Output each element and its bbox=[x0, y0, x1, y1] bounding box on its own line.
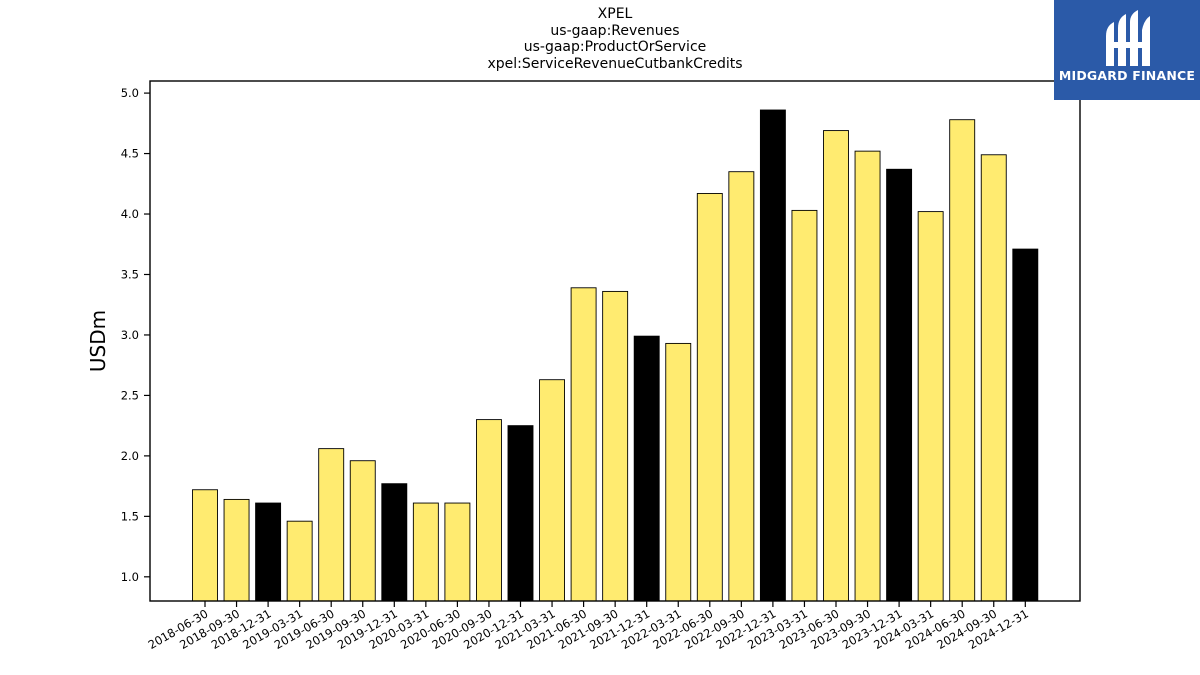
y-tick-label: 1.0 bbox=[121, 570, 139, 584]
bar-2024-12-31 bbox=[1012, 248, 1039, 602]
bar-2023-12-31 bbox=[886, 168, 913, 602]
midgard-finance-logo: MIDGARD FINANCE bbox=[1054, 0, 1200, 100]
bar-2019-09-30 bbox=[349, 460, 376, 602]
logo-text: MIDGARD FINANCE bbox=[1058, 68, 1196, 83]
title-line-axis: us-gaap:ProductOrService bbox=[523, 39, 707, 55]
midgard-logo-icon bbox=[1106, 10, 1150, 66]
bar-2020-03-31 bbox=[412, 502, 439, 602]
bar-2023-09-30 bbox=[854, 150, 881, 602]
y-axis: 1.0 1.5 2.0 2.5 3.0 3.5 4.0 4.5 5.0 bbox=[121, 86, 150, 584]
bar-2023-06-30 bbox=[823, 130, 849, 602]
bar-2021-06-30 bbox=[570, 287, 597, 602]
bar-2020-06-30 bbox=[444, 502, 471, 602]
y-tick-label: 3.0 bbox=[121, 328, 139, 342]
y-tick-label: 4.5 bbox=[121, 147, 139, 161]
bar-2018-06-30 bbox=[192, 489, 218, 602]
bar-2021-09-30 bbox=[602, 290, 629, 602]
bar-2022-03-31 bbox=[665, 342, 692, 602]
bar-2024-06-30 bbox=[949, 119, 976, 602]
bar-2022-09-30 bbox=[728, 171, 755, 602]
title-line-member: xpel:ServiceRevenueCutbankCredits bbox=[487, 55, 743, 72]
chart-title: XPEL us-gaap:Revenues us-gaap:ProductOrS… bbox=[150, 6, 1080, 72]
bar-2019-12-31 bbox=[381, 483, 408, 602]
bar-2021-03-31 bbox=[539, 379, 565, 602]
bar-2023-03-31 bbox=[791, 209, 818, 602]
y-tick-label: 2.5 bbox=[121, 388, 139, 402]
y-tick-label: 5.0 bbox=[121, 86, 139, 100]
y-tick-label: 1.5 bbox=[121, 509, 139, 523]
bar-2024-09-30 bbox=[980, 154, 1007, 602]
bar-2019-03-31 bbox=[286, 520, 313, 602]
title-line-concept: us-gaap:Revenues bbox=[550, 22, 680, 39]
bar-2022-06-30 bbox=[696, 193, 723, 602]
bar-2024-03-31 bbox=[917, 211, 944, 602]
bar-2021-12-31 bbox=[633, 335, 660, 602]
bars-group bbox=[192, 109, 1039, 602]
bar-2018-09-30 bbox=[223, 498, 250, 602]
bar-2020-12-31 bbox=[507, 425, 534, 602]
bar-2022-12-31 bbox=[759, 109, 786, 602]
title-line-company: XPEL bbox=[597, 6, 633, 22]
y-tick-label: 3.5 bbox=[121, 267, 139, 281]
y-axis-label: USDm bbox=[86, 310, 110, 372]
y-tick-label: 4.0 bbox=[121, 207, 139, 221]
bar-2018-12-31 bbox=[255, 502, 282, 602]
bar-2019-06-30 bbox=[318, 448, 345, 602]
bar-2020-09-30 bbox=[476, 419, 502, 602]
x-axis: 2018-06-302018-09-302018-12-312019-03-31… bbox=[146, 601, 1031, 652]
y-tick-label: 2.0 bbox=[121, 449, 139, 463]
